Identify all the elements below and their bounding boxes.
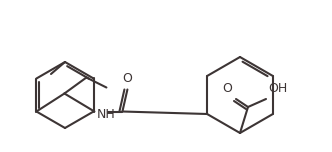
Text: O: O [123, 73, 132, 85]
Text: O: O [222, 82, 232, 95]
Text: OH: OH [268, 82, 287, 95]
Text: NH: NH [96, 108, 115, 121]
